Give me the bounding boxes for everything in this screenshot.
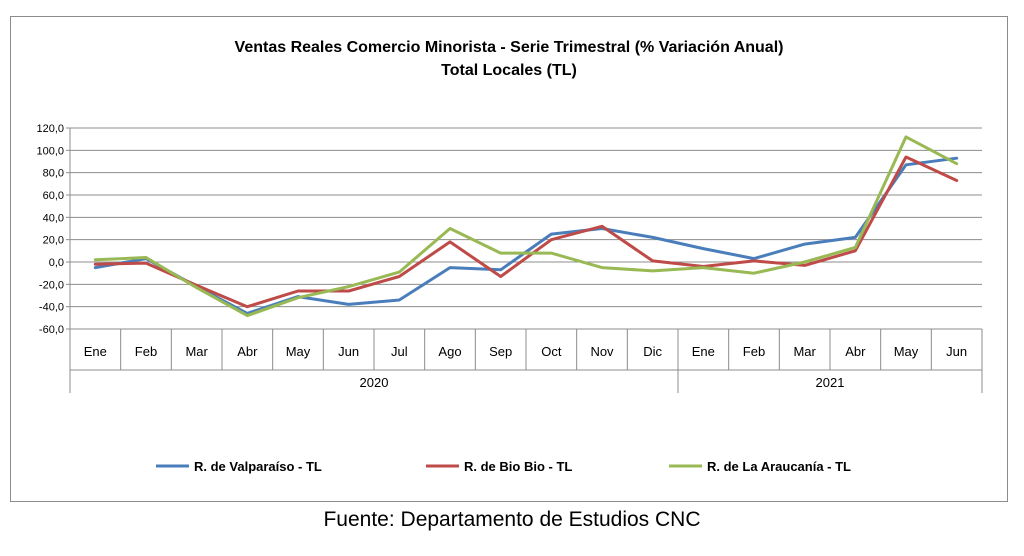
x-tick-label: Nov — [590, 344, 614, 359]
y-tick-label: -60,0 — [39, 324, 64, 336]
y-tick-label: -20,0 — [39, 279, 64, 291]
x-tick-label: Ene — [692, 344, 715, 359]
x-tick-label: Ago — [438, 344, 461, 359]
x-group-label: 2021 — [816, 375, 845, 390]
y-tick-label: 0,0 — [49, 257, 64, 269]
x-tick-label: Jul — [391, 344, 408, 359]
chart-title: Ventas Reales Comercio Minorista - Serie… — [235, 39, 784, 56]
x-tick-label: Sep — [489, 344, 512, 359]
legend-label-3: R. de La Araucanía - TL — [707, 459, 851, 474]
y-tick-label: -40,0 — [39, 302, 64, 314]
y-tick-label: 120,0 — [36, 123, 64, 135]
x-tick-label: Jun — [946, 344, 967, 359]
x-tick-label: Mar — [793, 344, 816, 359]
y-tick-label: 60,0 — [43, 190, 64, 202]
y-tick-label: 20,0 — [43, 235, 64, 247]
chart-subtitle: Total Locales (TL) — [441, 62, 577, 79]
x-tick-label: Jun — [338, 344, 359, 359]
x-tick-label: Feb — [135, 344, 157, 359]
source-caption: Fuente: Departamento de Estudios CNC — [323, 508, 701, 531]
series-line-2 — [93, 155, 959, 309]
legend-label-2: R. de Bio Bio - TL — [464, 459, 572, 474]
x-group-label: 2020 — [360, 375, 389, 390]
chart-frame — [10, 16, 1008, 502]
x-tick-label: Abr — [845, 344, 866, 359]
y-tick-label: 80,0 — [43, 168, 64, 180]
x-tick-label: Dic — [643, 344, 662, 359]
legend-label-1: R. de Valparaíso - TL — [194, 459, 322, 474]
x-tick-label: Abr — [237, 344, 258, 359]
y-tick-label: 100,0 — [36, 145, 64, 157]
x-tick-label: Mar — [185, 344, 208, 359]
series-line-1 — [93, 156, 959, 315]
x-tick-label: May — [286, 344, 311, 359]
y-tick-label: 40,0 — [43, 212, 64, 224]
x-tick-label: Ene — [84, 344, 107, 359]
x-tick-label: Feb — [743, 344, 765, 359]
series-line-3 — [93, 135, 959, 318]
x-tick-label: May — [894, 344, 919, 359]
x-tick-label: Oct — [541, 344, 562, 359]
